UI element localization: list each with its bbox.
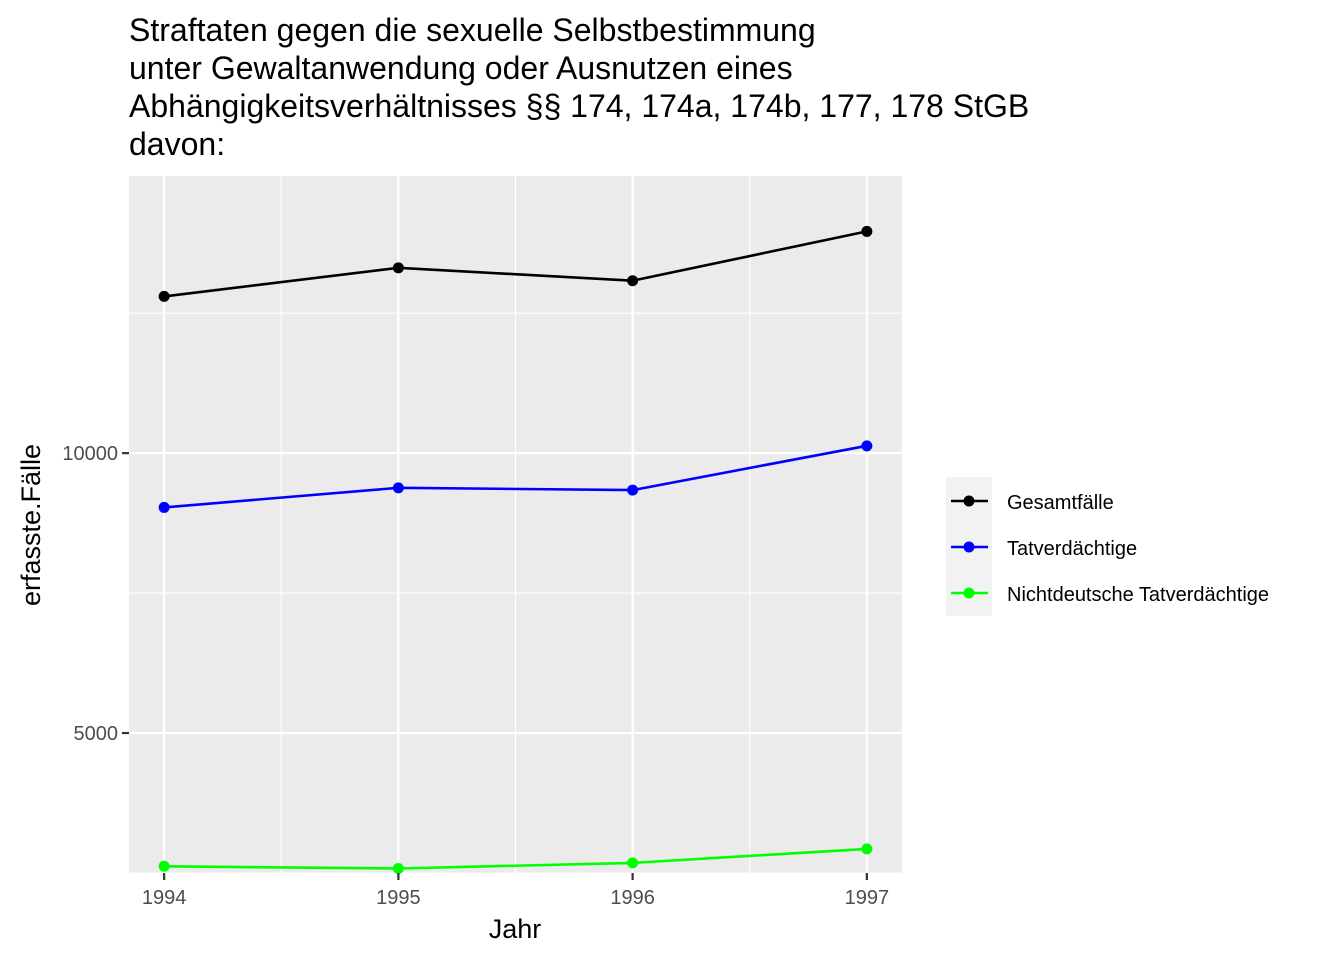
chart-title-line-1: Straftaten gegen die sexuelle Selbstbest… (129, 12, 816, 48)
grid-major (129, 176, 902, 873)
grid-minor (129, 176, 902, 874)
legend: Gesamtfälle Tatverdächtige Nichtdeutsche… (946, 477, 1269, 616)
series-3-point (861, 843, 873, 855)
legend-label-gesamtfaelle: Gesamtfälle (1007, 492, 1114, 514)
series-1-point (392, 262, 404, 274)
chart-title-line-3: Abhängigkeitsverhältnisses §§ 174, 174a,… (129, 88, 1029, 124)
series-2-point (627, 484, 639, 496)
series-2-point (392, 482, 404, 494)
legend-keys (951, 495, 988, 599)
y-axis-title: erfasste.Fälle (16, 444, 46, 606)
series-layer (158, 225, 873, 875)
series-3-point (158, 860, 170, 872)
legend-key-point (963, 587, 975, 599)
x-tick-label: 1997 (845, 887, 890, 909)
x-tick-label: 1994 (142, 887, 187, 909)
y-tick-label: 5000 (74, 723, 119, 745)
series-2-line (163, 444, 868, 509)
series-3-point (627, 857, 639, 869)
legend-label-nichtdeutsche-tatverdaechtige: Nichtdeutsche Tatverdächtige (1007, 584, 1269, 606)
series-1-line (163, 230, 868, 298)
series-2-point (158, 501, 170, 513)
series-1-point (627, 275, 639, 287)
legend-label-tatverdaechtige: Tatverdächtige (1007, 538, 1137, 560)
y-tick-label: 10000 (62, 443, 118, 465)
series-1-point (861, 225, 873, 237)
legend-key-point (963, 541, 975, 553)
series-3-line (164, 847, 867, 870)
x-tick-label: 1995 (376, 887, 421, 909)
x-tick-label: 1996 (610, 887, 655, 909)
axis-ticks: 1994 1995 1996 1997 5000 10000 (62, 443, 889, 909)
series-3-point (392, 863, 404, 875)
chart-title-line-2: unter Gewaltanwendung oder Ausnutzen ein… (129, 50, 793, 86)
legend-key-point (963, 495, 975, 507)
series-2-point (861, 440, 873, 452)
x-axis-title: Jahr (489, 914, 542, 944)
series-1-point (158, 290, 170, 302)
chart-title-line-4: davon: (129, 126, 225, 162)
